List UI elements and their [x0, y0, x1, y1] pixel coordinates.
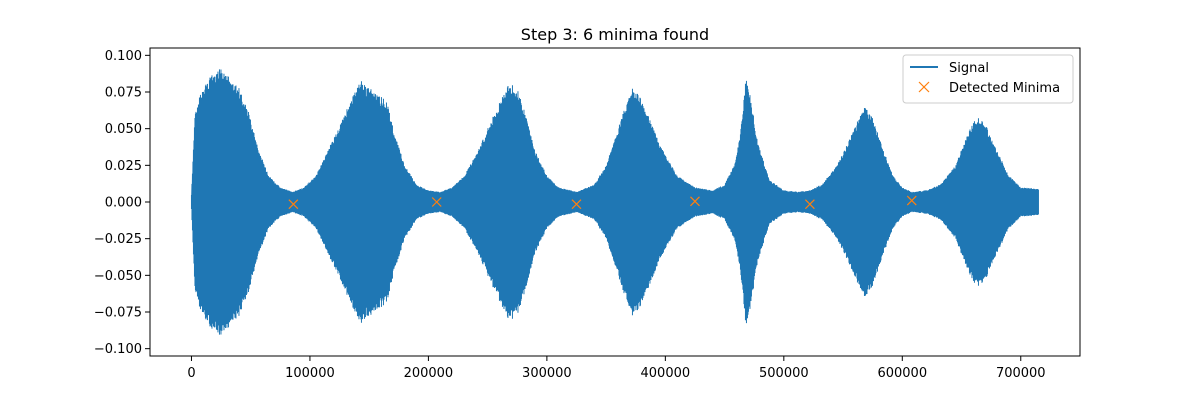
plot-area — [190, 69, 1039, 335]
legend-label-detected-minima: Detected Minima — [949, 81, 1060, 96]
chart-title: Step 3: 6 minima found — [521, 25, 709, 44]
legend: Signal Detected Minima — [902, 54, 1074, 104]
y-axis: 0.100 0.075 0.050 0.025 0.000 −0.025 −0.050 −0.… — [94, 49, 150, 357]
minima-marker-4 — [690, 196, 700, 207]
minima-marker-3 — [571, 199, 582, 210]
y-tick-label-1: 0.075 — [105, 86, 142, 101]
y-tick-label-0: 0.100 — [105, 49, 142, 64]
x-tick-label-5: 500000 — [759, 366, 809, 381]
signal-line — [190, 69, 1039, 335]
x-tick-label-2: 200000 — [404, 366, 454, 381]
x-tick-label-7: 700000 — [996, 366, 1046, 381]
minima-marker-2 — [431, 197, 442, 207]
y-tick-label-3: 0.025 — [105, 159, 142, 174]
y-tick-label-8: −0.100 — [94, 342, 142, 357]
x-tick-label-4: 400000 — [641, 366, 691, 381]
x-tick-label-1: 100000 — [285, 366, 335, 381]
plot-frame — [149, 47, 1081, 357]
y-tick-label-4: 0.000 — [105, 196, 142, 211]
minima-marker-5 — [804, 199, 815, 210]
legend-label-signal: Signal — [949, 61, 989, 76]
x-tick-label-0: 0 — [187, 366, 195, 381]
y-tick-label-2: 0.050 — [105, 122, 142, 137]
x-axis: 0 100000 200000 300000 400000 500000 600000 700… — [187, 356, 1046, 381]
minima-marker-6 — [906, 195, 917, 206]
y-tick-label-7: −0.075 — [94, 306, 142, 321]
legend-minima-marker — [918, 81, 930, 93]
legend-box — [902, 54, 1074, 104]
y-tick-label-6: −0.050 — [94, 269, 142, 284]
x-tick-label-6: 600000 — [877, 366, 927, 381]
minima-marker-1 — [288, 199, 299, 210]
y-tick-label-5: −0.025 — [94, 232, 142, 247]
x-tick-label-3: 300000 — [522, 366, 572, 381]
